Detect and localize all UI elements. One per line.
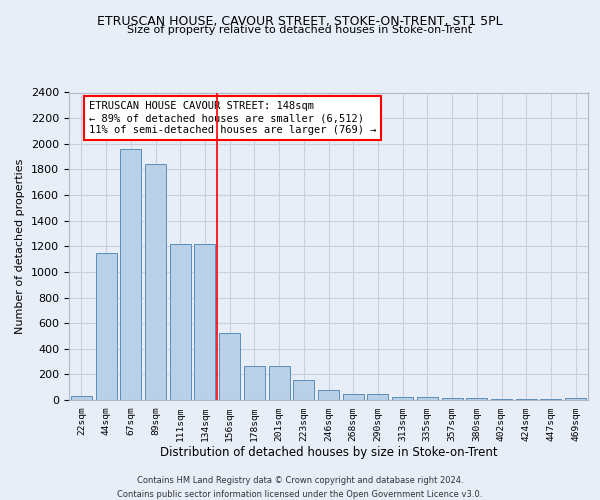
Bar [244,366,265,400]
Bar [516,398,537,400]
Bar [392,397,413,400]
Bar [343,394,364,400]
Bar [145,164,166,400]
Bar [269,366,290,400]
Text: Contains HM Land Registry data © Crown copyright and database right 2024.: Contains HM Land Registry data © Crown c… [137,476,463,485]
Bar [417,397,438,400]
Bar [442,398,463,400]
Bar [466,398,487,400]
Bar [318,390,339,400]
Bar [120,149,141,400]
Bar [565,398,586,400]
Bar [219,334,240,400]
Bar [95,252,116,400]
Bar [367,394,388,400]
Bar [194,244,215,400]
Bar [170,244,191,400]
Text: ETRUSCAN HOUSE CAVOUR STREET: 148sqm
← 89% of detached houses are smaller (6,512: ETRUSCAN HOUSE CAVOUR STREET: 148sqm ← 8… [89,102,376,134]
Bar [293,380,314,400]
Text: Size of property relative to detached houses in Stoke-on-Trent: Size of property relative to detached ho… [127,25,473,35]
Text: ETRUSCAN HOUSE, CAVOUR STREET, STOKE-ON-TRENT, ST1 5PL: ETRUSCAN HOUSE, CAVOUR STREET, STOKE-ON-… [97,15,503,28]
Text: Contains public sector information licensed under the Open Government Licence v3: Contains public sector information licen… [118,490,482,499]
Bar [71,396,92,400]
Bar [491,398,512,400]
X-axis label: Distribution of detached houses by size in Stoke-on-Trent: Distribution of detached houses by size … [160,446,497,460]
Y-axis label: Number of detached properties: Number of detached properties [16,158,25,334]
